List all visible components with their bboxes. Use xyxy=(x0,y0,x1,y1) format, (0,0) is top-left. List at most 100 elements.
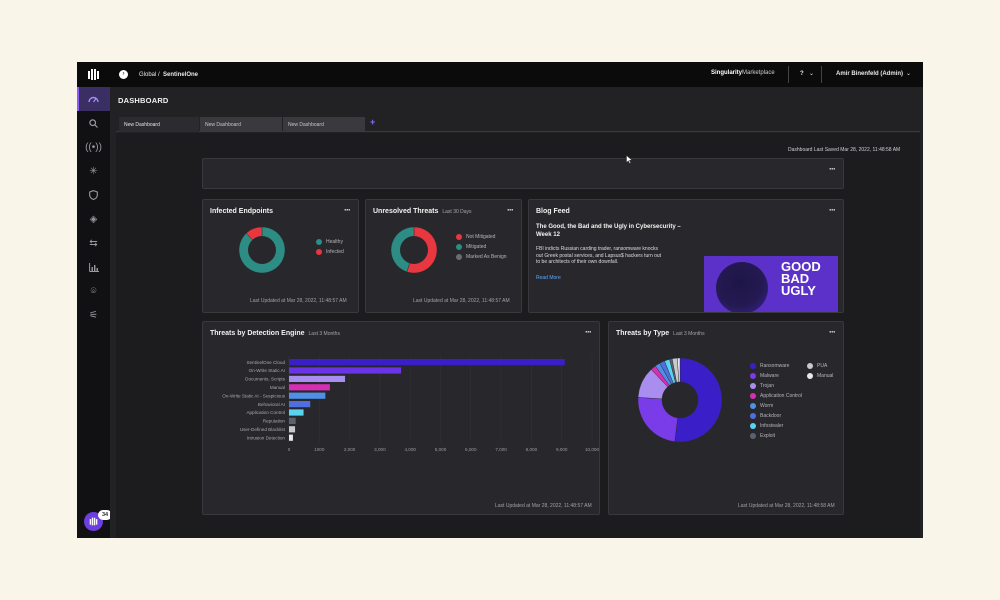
legend-item[interactable]: Not Mitigated xyxy=(456,232,507,242)
user-menu[interactable]: Amir Binenfeld (Admin) xyxy=(836,71,903,77)
widget-subtitle: Last 3 Months xyxy=(673,331,705,337)
legend-label: Infostealer xyxy=(760,423,784,429)
chart-icon[interactable] xyxy=(77,257,110,277)
legend-item[interactable]: Backdoor xyxy=(750,411,802,421)
legend-swatch xyxy=(750,413,756,419)
x-tick-label: 9,000 xyxy=(556,447,568,452)
sentinels-icon[interactable]: ((•)) xyxy=(85,141,102,153)
legend-item[interactable]: Malware xyxy=(750,371,802,381)
donut-slice-mitigated[interactable] xyxy=(390,226,415,273)
legend-label: Mitigated xyxy=(466,244,487,250)
bar-on-write-static-ai-suspicious[interactable] xyxy=(289,392,326,399)
widget-title-text: Threats by Type xyxy=(616,330,670,337)
more-menu-icon[interactable]: ··· xyxy=(344,205,351,215)
legend-item[interactable]: Infostealer xyxy=(750,421,802,431)
legend-item[interactable]: Worm xyxy=(750,401,802,411)
blog-feed-widget: Blog Feed ··· The Good, the Bad and the … xyxy=(528,199,844,313)
sparkle-icon[interactable]: ✳ xyxy=(89,165,98,177)
bar-behavioral-ai[interactable] xyxy=(289,401,311,408)
legend-swatch xyxy=(456,234,462,240)
chevron-down-icon[interactable]: ⌄ xyxy=(906,71,912,77)
bar-application-control[interactable] xyxy=(289,409,304,416)
donut-slice-manual[interactable] xyxy=(677,357,681,383)
read-more-link[interactable]: Read More xyxy=(536,275,561,281)
marketplace-link[interactable]: SingularityMarketplace xyxy=(711,70,775,76)
bar-sentinelone-cloud[interactable] xyxy=(289,359,565,366)
shield-icon[interactable] xyxy=(77,185,110,205)
legend-item[interactable]: Exploit xyxy=(750,431,802,441)
legend-item[interactable]: Ransomware xyxy=(750,361,802,371)
tab-new-dashboard-2[interactable]: New Dashboard xyxy=(200,117,282,132)
sliders-icon[interactable]: ⚟ xyxy=(89,309,98,321)
y-category-label: Application Control xyxy=(246,410,285,415)
blog-image[interactable]: GOOD BAD UGLY xyxy=(704,256,838,312)
legend-item[interactable]: PUA xyxy=(807,361,833,371)
legend-label: Exploit xyxy=(760,433,776,439)
donut-slice-infected[interactable] xyxy=(245,226,263,241)
legend-swatch xyxy=(456,254,462,260)
tab-new-dashboard-3[interactable]: New Dashboard xyxy=(283,117,365,132)
divider xyxy=(788,66,789,83)
exchange-icon[interactable]: ⇆ xyxy=(89,237,98,249)
more-menu-icon[interactable]: ··· xyxy=(507,205,514,215)
bar-user-defined-blacklist[interactable] xyxy=(289,426,296,433)
breadcrumb-separator: / xyxy=(158,72,160,78)
bar-reputation[interactable] xyxy=(289,417,296,424)
legend-item[interactable]: Trojan xyxy=(750,381,802,391)
more-menu-icon[interactable]: ··· xyxy=(829,327,836,337)
legend-item[interactable]: Mitigated xyxy=(456,242,507,252)
breadcrumb-site[interactable]: SentinelOne xyxy=(163,72,199,78)
donut-slice-ransomware[interactable] xyxy=(674,357,723,443)
bar-on-write-static-ai[interactable] xyxy=(289,367,402,374)
last-updated-text: Last Updated at Mar 28, 2022, 11:48:57 A… xyxy=(495,503,592,509)
legend-item[interactable]: Healthy xyxy=(316,237,344,247)
search-icon[interactable] xyxy=(77,113,110,133)
blog-body: FBI indicts Russian carding trader, rans… xyxy=(536,246,662,266)
legend-label: Trojan xyxy=(760,383,774,389)
blog-image-text: GOOD BAD UGLY xyxy=(781,259,821,297)
diamond-icon[interactable]: ◈ xyxy=(89,213,98,225)
legend-item[interactable]: Manual xyxy=(807,371,833,381)
main-content: DASHBOARD New Dashboard New Dashboard Ne… xyxy=(110,87,923,538)
legend-item[interactable]: Marked As Benign xyxy=(456,252,507,262)
sidebar: ((•)) ✳ ◈ ⇆ ⌾ ⚟ 34 xyxy=(77,87,112,538)
legend-label: Malware xyxy=(760,373,779,379)
more-menu-icon[interactable]: ··· xyxy=(829,164,836,174)
x-tick-label: 0 xyxy=(288,447,291,452)
widget-title: Infected Endpoints xyxy=(210,208,273,215)
top-bar: › Global / SentinelOne SingularityMarket… xyxy=(77,62,923,87)
badge-icon[interactable]: ⌾ xyxy=(90,285,97,297)
legend-label: Marked As Benign xyxy=(466,254,507,260)
image-word-good: GOOD xyxy=(781,259,821,274)
bar-documents-scripts[interactable] xyxy=(289,375,346,382)
tab-new-dashboard-1[interactable]: New Dashboard xyxy=(119,117,199,132)
image-word-bad: BAD xyxy=(781,271,810,286)
add-tab-button[interactable]: + xyxy=(370,117,376,127)
page-title: DASHBOARD xyxy=(118,96,169,105)
chevron-down-icon[interactable]: ⌄ xyxy=(809,71,815,77)
y-category-label: On-Write Static AI - Suspicious xyxy=(222,393,285,398)
legend-swatch xyxy=(807,363,813,369)
threats-by-engine-widget: Threats by Detection Engine Last 3 Months… xyxy=(202,321,600,515)
donut-slice-malware[interactable] xyxy=(637,397,678,442)
legend-item[interactable]: Application Control xyxy=(750,391,802,401)
bar-manual[interactable] xyxy=(289,384,330,391)
more-menu-icon[interactable]: ··· xyxy=(829,205,836,215)
dashboard-icon[interactable] xyxy=(77,89,110,109)
help-button[interactable]: ? xyxy=(800,71,804,77)
legend-label: Manual xyxy=(817,373,834,379)
sentinelone-logo-icon[interactable] xyxy=(88,68,99,81)
breadcrumb-scope[interactable]: Global xyxy=(139,72,157,78)
legend-item[interactable]: Infected xyxy=(316,247,344,257)
notification-count-badge: 34 xyxy=(98,510,112,520)
blog-headline[interactable]: The Good, the Bad and the Ugly in Cybers… xyxy=(536,224,681,238)
legend-label: Infected xyxy=(326,249,344,255)
more-menu-icon[interactable]: ··· xyxy=(585,327,592,337)
x-tick-label: 8,000 xyxy=(526,447,538,452)
scope-toggle-icon[interactable]: › xyxy=(119,70,128,79)
bar-intrusion-detection[interactable] xyxy=(289,434,293,441)
legend-swatch xyxy=(750,433,756,439)
legend-label: Application Control xyxy=(760,393,802,399)
donut-slice-healthy[interactable] xyxy=(238,226,286,274)
x-tick-label: 3,000 xyxy=(374,447,386,452)
